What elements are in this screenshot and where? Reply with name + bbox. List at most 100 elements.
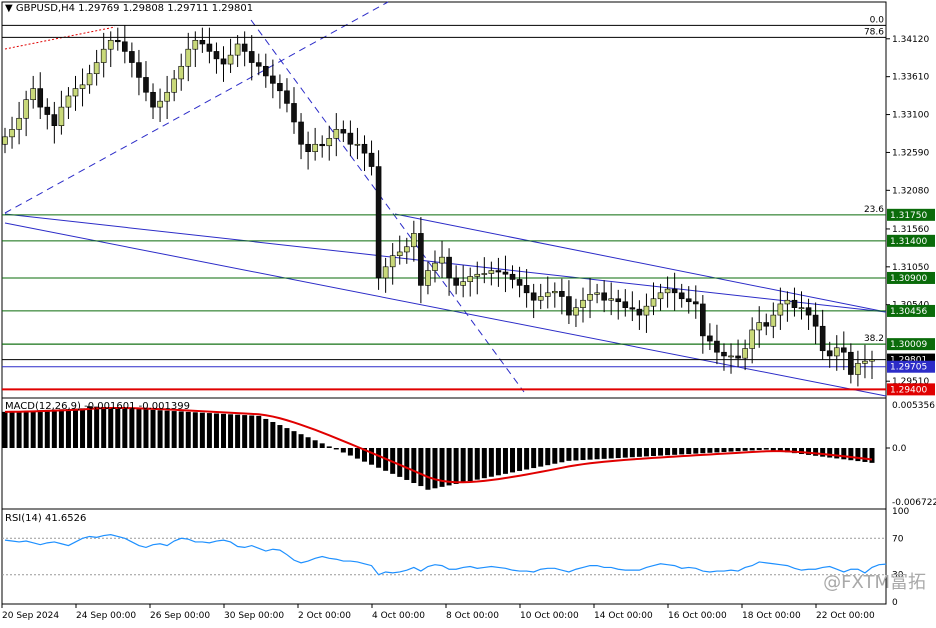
macd-histogram-bar — [206, 413, 212, 448]
macd-histogram-bar — [270, 421, 276, 448]
level-label: 1.31750 — [890, 211, 927, 221]
macd-histogram-bar — [552, 448, 558, 464]
macd-histogram-bar — [439, 448, 445, 487]
macd-histogram-bar — [813, 448, 819, 456]
candle-body — [382, 266, 389, 279]
macd-histogram-bar — [510, 448, 516, 473]
candle-body — [432, 262, 438, 271]
macd-histogram-bar — [101, 407, 107, 448]
candle-body — [763, 322, 770, 327]
candle-body — [869, 359, 875, 362]
macd-histogram-bar — [58, 409, 64, 448]
macd-histogram-bar — [707, 448, 713, 453]
macd-histogram-bar — [30, 410, 36, 448]
macd-histogram-bar — [411, 448, 417, 484]
macd-histogram-bar — [376, 448, 382, 468]
candle-body — [326, 138, 333, 147]
triangle-down-icon[interactable]: ▼ — [5, 3, 13, 14]
time-tick-label: 18 Oct 00:00 — [742, 611, 801, 621]
level-label-box — [887, 208, 935, 221]
candle-body — [862, 360, 868, 364]
candle-body — [643, 305, 650, 316]
macd-histogram-bar — [735, 448, 741, 452]
macd-histogram-bar — [524, 448, 530, 470]
candle-body — [629, 307, 636, 310]
macd-histogram-bar — [72, 408, 78, 448]
candle-body — [841, 347, 847, 353]
candle-body — [502, 271, 509, 275]
macd-histogram-bar — [615, 448, 621, 459]
macd-histogram-bar — [418, 448, 424, 487]
macd-histogram-bar — [319, 443, 325, 448]
price-tick-label: 1.32080 — [892, 186, 929, 196]
rsi-tick-label: 0 — [892, 598, 898, 608]
macd-histogram-bar — [495, 448, 501, 476]
trend-line — [4, 222, 887, 397]
macd-histogram-bar — [749, 448, 755, 451]
macd-histogram-bar — [531, 448, 537, 469]
candle-body — [340, 129, 347, 134]
candle-body — [728, 355, 734, 358]
macd-label: MACD(12,26,9) -0.001601 -0.001399 — [5, 401, 190, 412]
candle-body — [594, 292, 600, 295]
candle-body — [291, 103, 297, 123]
watermark: @FXTM富拓 — [823, 572, 926, 593]
candle-body — [2, 136, 8, 145]
candle-body — [523, 285, 530, 294]
macd-histogram-bar — [587, 448, 593, 460]
macd-histogram-bar — [777, 448, 783, 452]
macd-histogram-bar — [622, 448, 628, 458]
time-tick-label: 14 Oct 00:00 — [594, 611, 653, 621]
macd-histogram-bar — [517, 448, 523, 471]
macd-histogram-bar — [51, 409, 57, 448]
macd-histogram-bar — [16, 411, 22, 448]
macd-histogram-bar — [841, 448, 847, 460]
candle-body — [305, 143, 311, 152]
level-label-box — [887, 383, 935, 396]
macd-histogram-bar — [601, 448, 607, 459]
macd-histogram-bar — [213, 413, 219, 448]
macd-histogram-bar — [178, 411, 184, 448]
candle-body — [453, 277, 459, 286]
candle-body — [425, 270, 431, 286]
level-label: 1.29705 — [890, 363, 927, 373]
price-tick-label: 1.29510 — [892, 377, 929, 387]
time-tick-label: 8 Oct 00:00 — [446, 611, 499, 621]
candle-body — [171, 78, 177, 93]
macd-histogram-bar — [481, 448, 487, 479]
macd-histogram-bar — [242, 415, 248, 448]
fib-label: 23.6 — [864, 205, 884, 215]
fib-label: 78.6 — [864, 27, 884, 37]
candle-body — [798, 307, 805, 309]
candle-body — [86, 73, 93, 86]
macd-histogram-bar — [263, 418, 269, 448]
level-label: 1.29400 — [890, 385, 927, 395]
candle-body — [552, 291, 558, 294]
price-tick-label: 1.33610 — [892, 73, 929, 83]
candle-body — [615, 298, 622, 303]
macd-histogram-bar — [467, 448, 473, 482]
candle-body — [707, 335, 713, 342]
candle-body — [51, 114, 58, 126]
candle-body — [488, 270, 495, 274]
macd-histogram-bar — [488, 448, 494, 477]
candle-body — [756, 322, 763, 331]
macd-histogram-bar — [157, 410, 163, 448]
trend-line — [250, 19, 525, 393]
candle-body — [23, 99, 29, 119]
macd-tick-label: 0.005356 — [892, 401, 935, 411]
candle-body — [587, 294, 593, 301]
macd-histogram-bar — [742, 448, 748, 451]
macd-histogram-bar — [326, 446, 332, 448]
macd-histogram-bar — [869, 448, 875, 463]
price-tick-label: 1.31560 — [892, 225, 929, 235]
macd-histogram-bar — [115, 407, 121, 448]
candle-body — [93, 62, 100, 75]
candle-body — [396, 251, 403, 256]
time-tick-label: 30 Sep 00:00 — [224, 611, 284, 621]
macd-histogram-bar — [65, 408, 71, 448]
macd-histogram-bar — [728, 448, 734, 452]
level-label: 1.29801 — [890, 356, 927, 366]
macd-histogram-bar — [347, 448, 353, 456]
